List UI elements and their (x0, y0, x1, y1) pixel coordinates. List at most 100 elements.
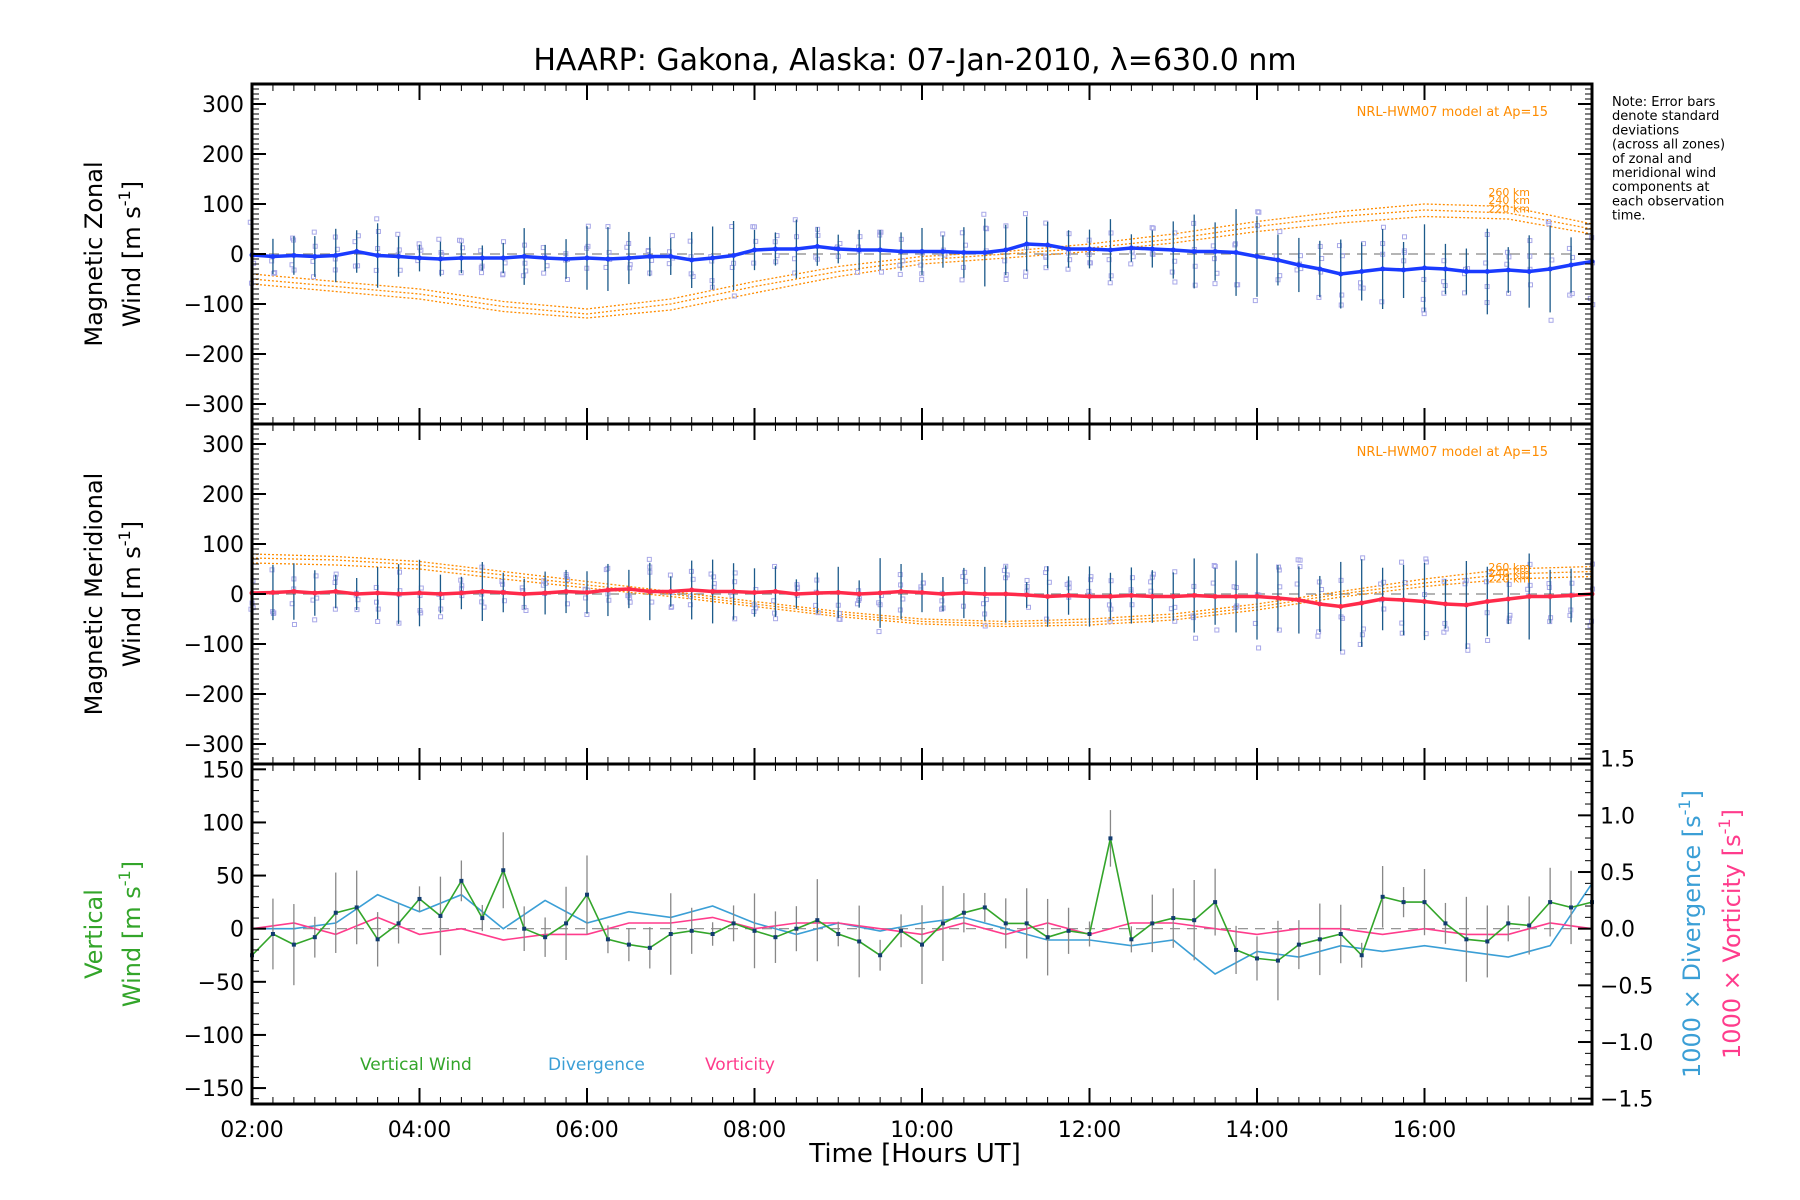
vertical-point (605, 937, 610, 942)
note-line: of zonal and (1612, 152, 1692, 167)
wind-point (1547, 266, 1553, 272)
data-point (1148, 588, 1154, 594)
x-tick-label: 04:00 (388, 1118, 451, 1143)
wind-point (877, 247, 883, 253)
wind-point (563, 589, 569, 594)
wind-point (312, 254, 318, 259)
wind-point (1526, 269, 1532, 274)
data-point (606, 597, 612, 603)
data-point (1024, 577, 1030, 583)
wind-point (542, 590, 548, 596)
vertical-point (1275, 958, 1280, 963)
wind-point (1380, 266, 1386, 272)
wind-point (689, 257, 695, 263)
vertical-point (291, 942, 296, 947)
data-point (373, 267, 379, 273)
wind-point (458, 590, 464, 596)
wind-point (1170, 594, 1176, 599)
data-point (857, 234, 863, 240)
wind-point (835, 246, 841, 252)
data-point (1527, 238, 1533, 244)
vertical-point (1464, 937, 1469, 942)
vertical-point (333, 910, 338, 915)
right-tick-label: 0.5 (1600, 861, 1635, 886)
vertical-point (1548, 900, 1553, 905)
vertical-point (920, 942, 924, 947)
data-point (1192, 263, 1198, 269)
note-line: each observation (1612, 194, 1724, 209)
data-point (1108, 273, 1114, 279)
data-point (439, 251, 445, 257)
wind-point (1317, 601, 1323, 607)
wind-point (333, 589, 339, 594)
data-point (1252, 298, 1258, 304)
vertical-point (1422, 900, 1427, 905)
wind-point (731, 253, 737, 258)
data-point (1086, 588, 1092, 594)
wind-point (1568, 593, 1574, 598)
km-label: 240 km (1488, 567, 1530, 580)
data-point (1214, 627, 1220, 633)
wind-point (1191, 593, 1197, 598)
model-curve-1 (251, 557, 1593, 625)
data-point (1002, 258, 1008, 264)
right-tick-label: 0.0 (1600, 918, 1635, 943)
wind-point (710, 589, 716, 594)
data-point (773, 616, 779, 622)
vertical-point (1443, 921, 1448, 926)
data-point (1379, 299, 1385, 305)
wind-point (1380, 596, 1386, 602)
data-point (269, 567, 275, 573)
wind-point (1170, 247, 1176, 253)
data-point (585, 223, 591, 229)
data-point (1088, 577, 1094, 583)
wind-point (396, 591, 402, 597)
y-tick-label: 100 (202, 811, 244, 836)
data-point (1441, 578, 1447, 584)
data-point (355, 597, 361, 603)
data-point (753, 605, 759, 611)
x-tick-label: 10:00 (890, 1118, 953, 1143)
chart-title: HAARP: Gakona, Alaska: 07-Jan-2010, λ=63… (533, 43, 1296, 78)
wind-point (982, 591, 988, 597)
wind-point (1003, 591, 1009, 597)
data-point (919, 277, 925, 283)
vertical-point (836, 932, 841, 936)
y-tick-label: −100 (184, 633, 244, 658)
vertical-point (1506, 921, 1511, 926)
vertical-point (689, 928, 694, 933)
y-tick-label: −100 (184, 293, 244, 318)
wind-point (961, 250, 967, 255)
vertical-point (480, 916, 485, 921)
x-tick-label: 12:00 (1058, 1118, 1121, 1143)
wind-point (856, 591, 862, 597)
model-label-zonal: NRL-HWM07 model at Ap=15 (1357, 105, 1548, 120)
vertical-point (710, 932, 715, 936)
wind-point (626, 586, 632, 592)
wind-point (689, 587, 695, 593)
note-line: Note: Error bars (1612, 95, 1716, 110)
data-point (520, 273, 526, 279)
data-point (1234, 282, 1240, 288)
data-point (646, 556, 652, 562)
vertical-point (1066, 928, 1071, 933)
data-point (731, 293, 737, 299)
vertical-point (857, 939, 862, 944)
wind-point (605, 587, 611, 593)
model-label-meridional: NRL-HWM07 model at Ap=15 (1357, 445, 1548, 460)
data-point (1380, 224, 1386, 230)
wind-point (1149, 246, 1155, 252)
vertical-point (626, 942, 631, 947)
data-point (1003, 276, 1009, 282)
data-point (1402, 234, 1408, 240)
km-label: 220 km (1488, 203, 1530, 216)
y-tick-label: 100 (202, 193, 244, 218)
y-tick-label: 50 (216, 865, 244, 890)
data-point (1421, 307, 1427, 313)
data-point (395, 231, 401, 237)
vertical-point (1296, 942, 1301, 947)
data-point (436, 236, 442, 242)
vertical-point (459, 878, 464, 883)
